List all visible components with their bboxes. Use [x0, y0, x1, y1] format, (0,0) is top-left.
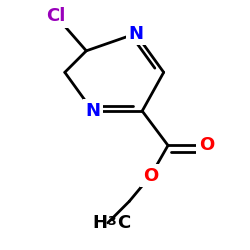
Text: O: O — [199, 136, 214, 154]
Text: Cl: Cl — [46, 8, 66, 26]
Text: N: N — [85, 102, 100, 120]
Text: 3: 3 — [107, 215, 116, 228]
Text: H: H — [93, 214, 108, 232]
Text: O: O — [143, 166, 158, 184]
Text: C: C — [118, 214, 131, 232]
Text: N: N — [128, 25, 143, 43]
